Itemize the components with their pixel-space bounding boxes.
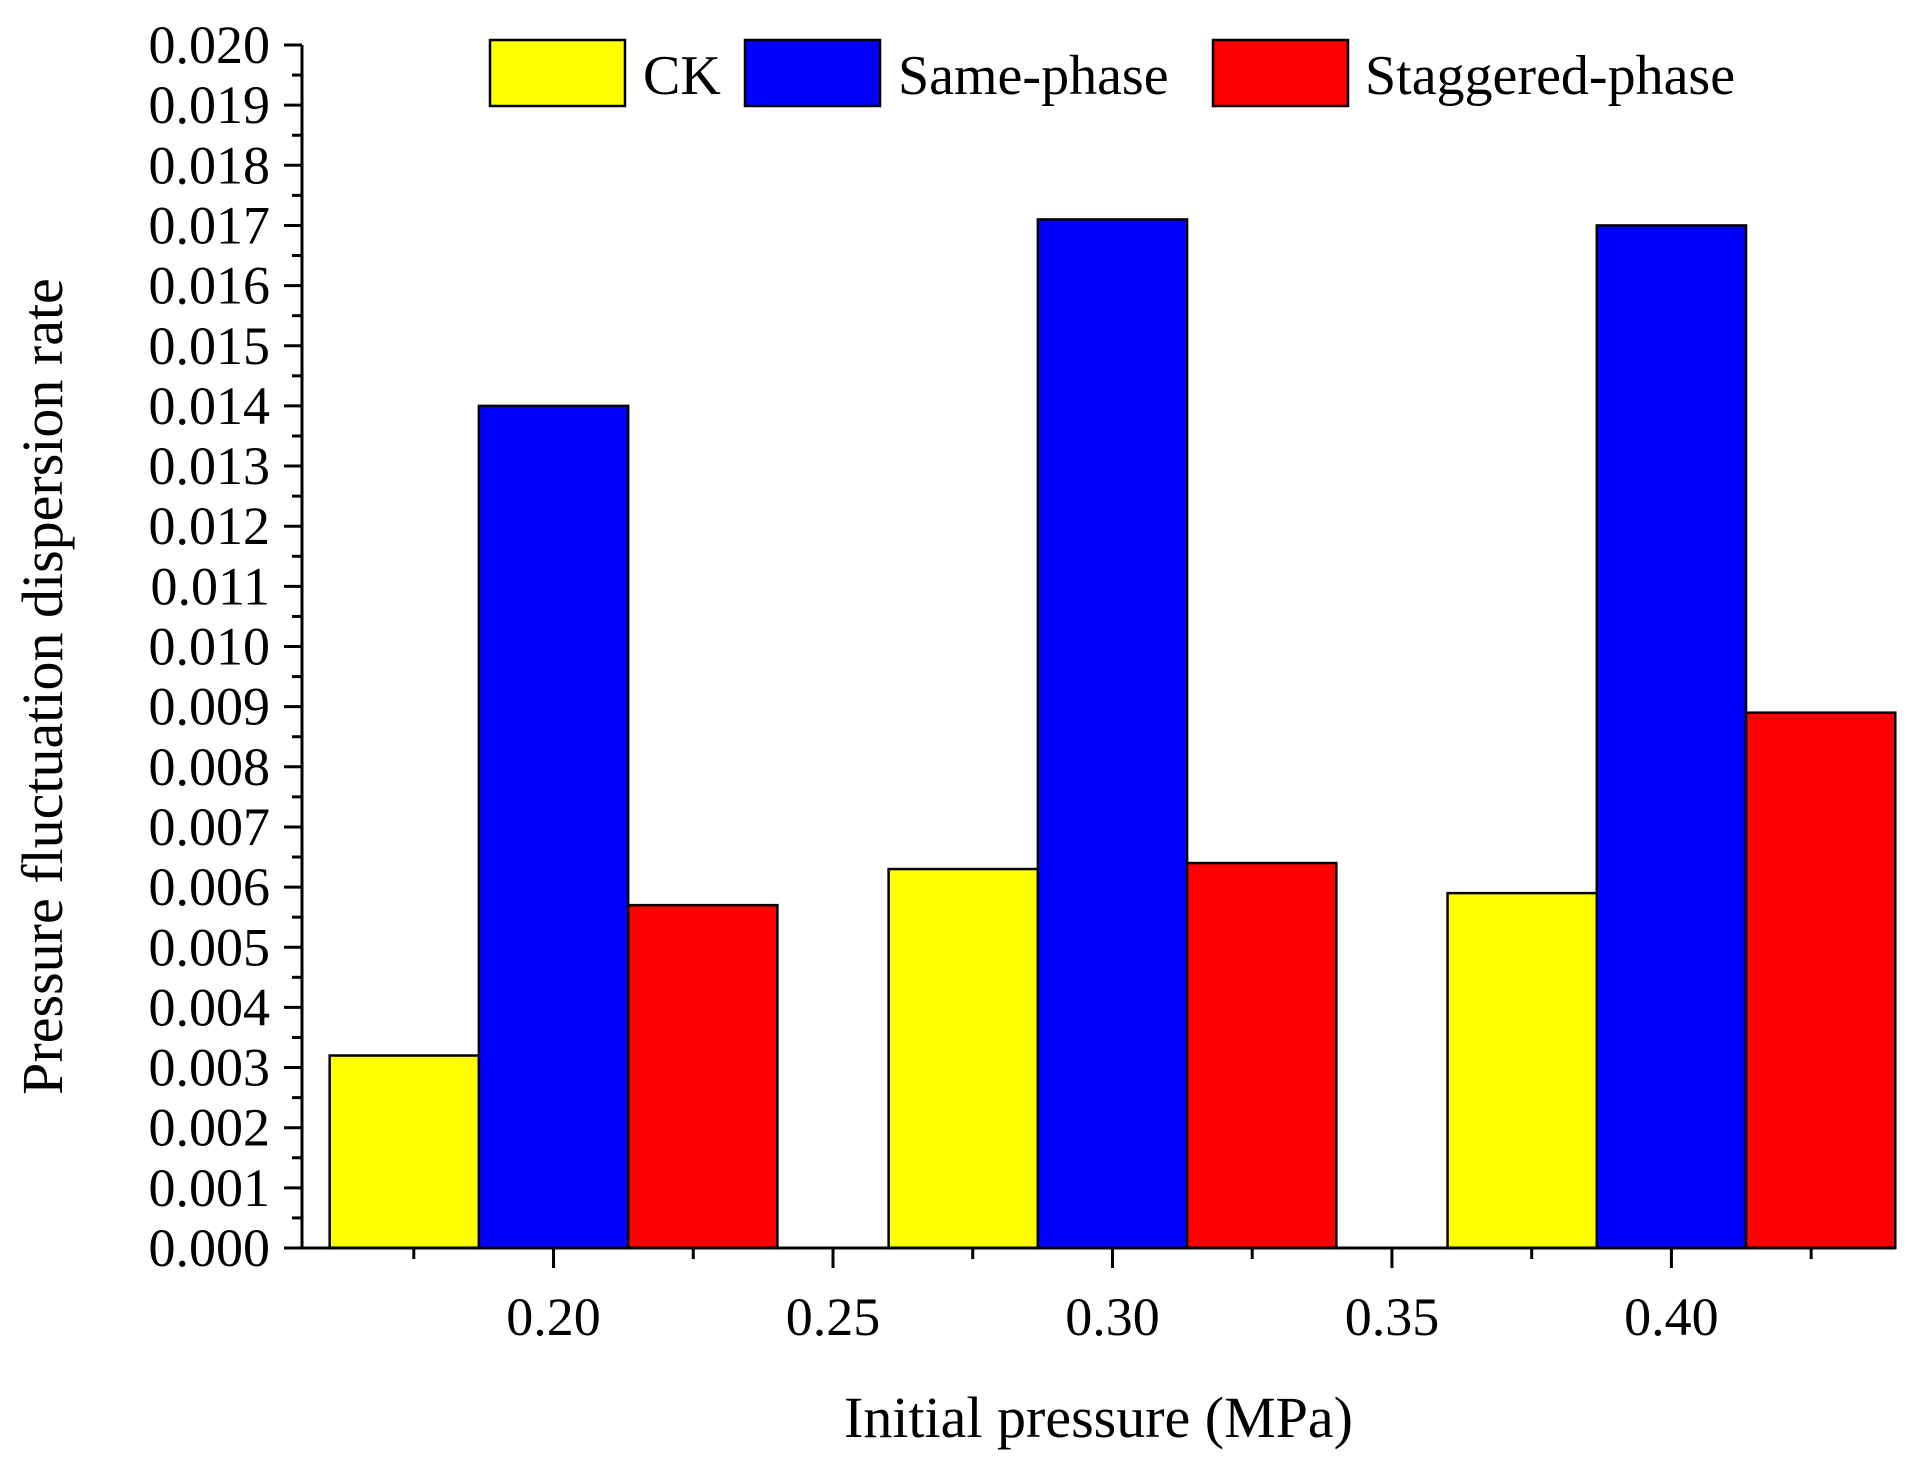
y-tick-label: 0.001 [149,1158,271,1218]
x-tick-label: 0.20 [506,1287,601,1347]
y-tick-label: 0.004 [149,977,271,1037]
bars-layer [328,218,1897,1250]
bar-ck-0.30 [887,867,1040,1250]
x-tick-label: 0.40 [1624,1287,1719,1347]
legend-label: CK [643,45,721,107]
y-tick-label: 0.011 [151,556,271,616]
bar-staggered-phase-0.30 [1185,861,1338,1250]
y-tick-label: 0.005 [149,917,271,977]
bar-ck-0.20 [328,1054,481,1250]
x-tick-label: 0.35 [1345,1287,1440,1347]
y-tick-label: 0.010 [149,617,271,677]
y-tick-label: 0.007 [149,797,271,857]
y-tick-label: 0.013 [149,436,271,496]
y-tick-label: 0.019 [149,75,271,135]
y-tick-label: 0.002 [149,1098,271,1158]
legend-label: Staggered-phase [1365,45,1735,107]
y-tick-label: 0.006 [149,857,271,917]
legend-swatch-ck [488,38,627,108]
legend-label: Same-phase [898,45,1169,107]
bar-ck-0.40 [1446,891,1599,1250]
x-axis-title: Initial pressure (MPa) [844,1385,1353,1450]
legend-swatch-staggered-phase [1211,38,1350,108]
legend-swatch-same-phase [743,38,882,108]
bar-same-phase-0.40 [1595,224,1748,1250]
bar-same-phase-0.20 [477,404,630,1250]
bar-staggered-phase-0.20 [626,903,779,1250]
y-tick-label: 0.014 [149,376,271,436]
x-tick-label: 0.25 [786,1287,881,1347]
y-tick-label: 0.017 [149,195,271,255]
y-tick-label: 0.009 [149,677,271,737]
y-tick-label: 0.008 [149,737,271,797]
bar-staggered-phase-0.40 [1744,711,1897,1250]
y-tick-label: 0.003 [149,1038,271,1098]
y-tick-label: 0.015 [149,316,271,376]
legend: CK Same-phase Staggered-phase [488,38,1735,108]
x-tick-label: 0.30 [1065,1287,1160,1347]
y-tick-label: 0.020 [149,15,271,75]
y-tick-label: 0.000 [149,1218,271,1278]
y-axis-title: Pressure fluctuation dispersion rate [10,278,75,1095]
x-ticks: 0.20 0.25 0.30 0.35 0.40 [412,1248,1813,1347]
bar-same-phase-0.30 [1036,218,1189,1250]
y-tick-label: 0.018 [149,135,271,195]
y-tick-label: 0.012 [149,496,271,556]
y-tick-label: 0.016 [149,256,271,316]
y-ticks: 0.0000.0010.0020.0030.0040.0050.0060.007… [149,15,302,1278]
